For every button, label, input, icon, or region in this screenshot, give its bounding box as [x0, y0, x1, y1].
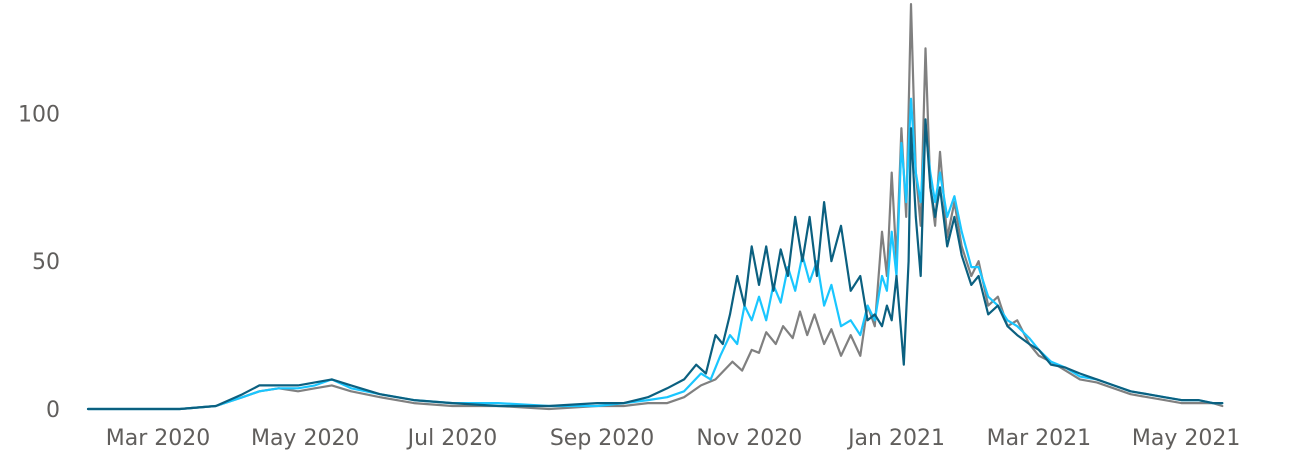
- x-tick-label: Sep 2020: [550, 426, 654, 451]
- series-line-1: [86, 2, 1224, 411]
- x-axis: Mar 2020 May 2020 Jul 2020 Sep 2020 Nov 2020…: [106, 426, 1241, 451]
- x-tick-label: Nov 2020: [696, 426, 802, 451]
- x-tick-label: May 2020: [251, 426, 359, 451]
- x-tick-label: Mar 2020: [106, 426, 211, 451]
- x-tick-label: May 2021: [1132, 426, 1240, 451]
- y-tick-label: 0: [46, 398, 60, 423]
- y-tick-label: 50: [32, 250, 60, 275]
- y-axis: 0 50 100: [18, 102, 60, 423]
- x-tick-label: Jan 2021: [846, 426, 945, 451]
- x-tick-label: Jul 2020: [406, 426, 498, 451]
- x-tick-label: Mar 2021: [987, 426, 1092, 451]
- y-tick-label: 100: [18, 102, 60, 127]
- series-line-2: [86, 97, 1224, 411]
- plot-area: [86, 2, 1224, 411]
- series-line-3: [86, 118, 1224, 411]
